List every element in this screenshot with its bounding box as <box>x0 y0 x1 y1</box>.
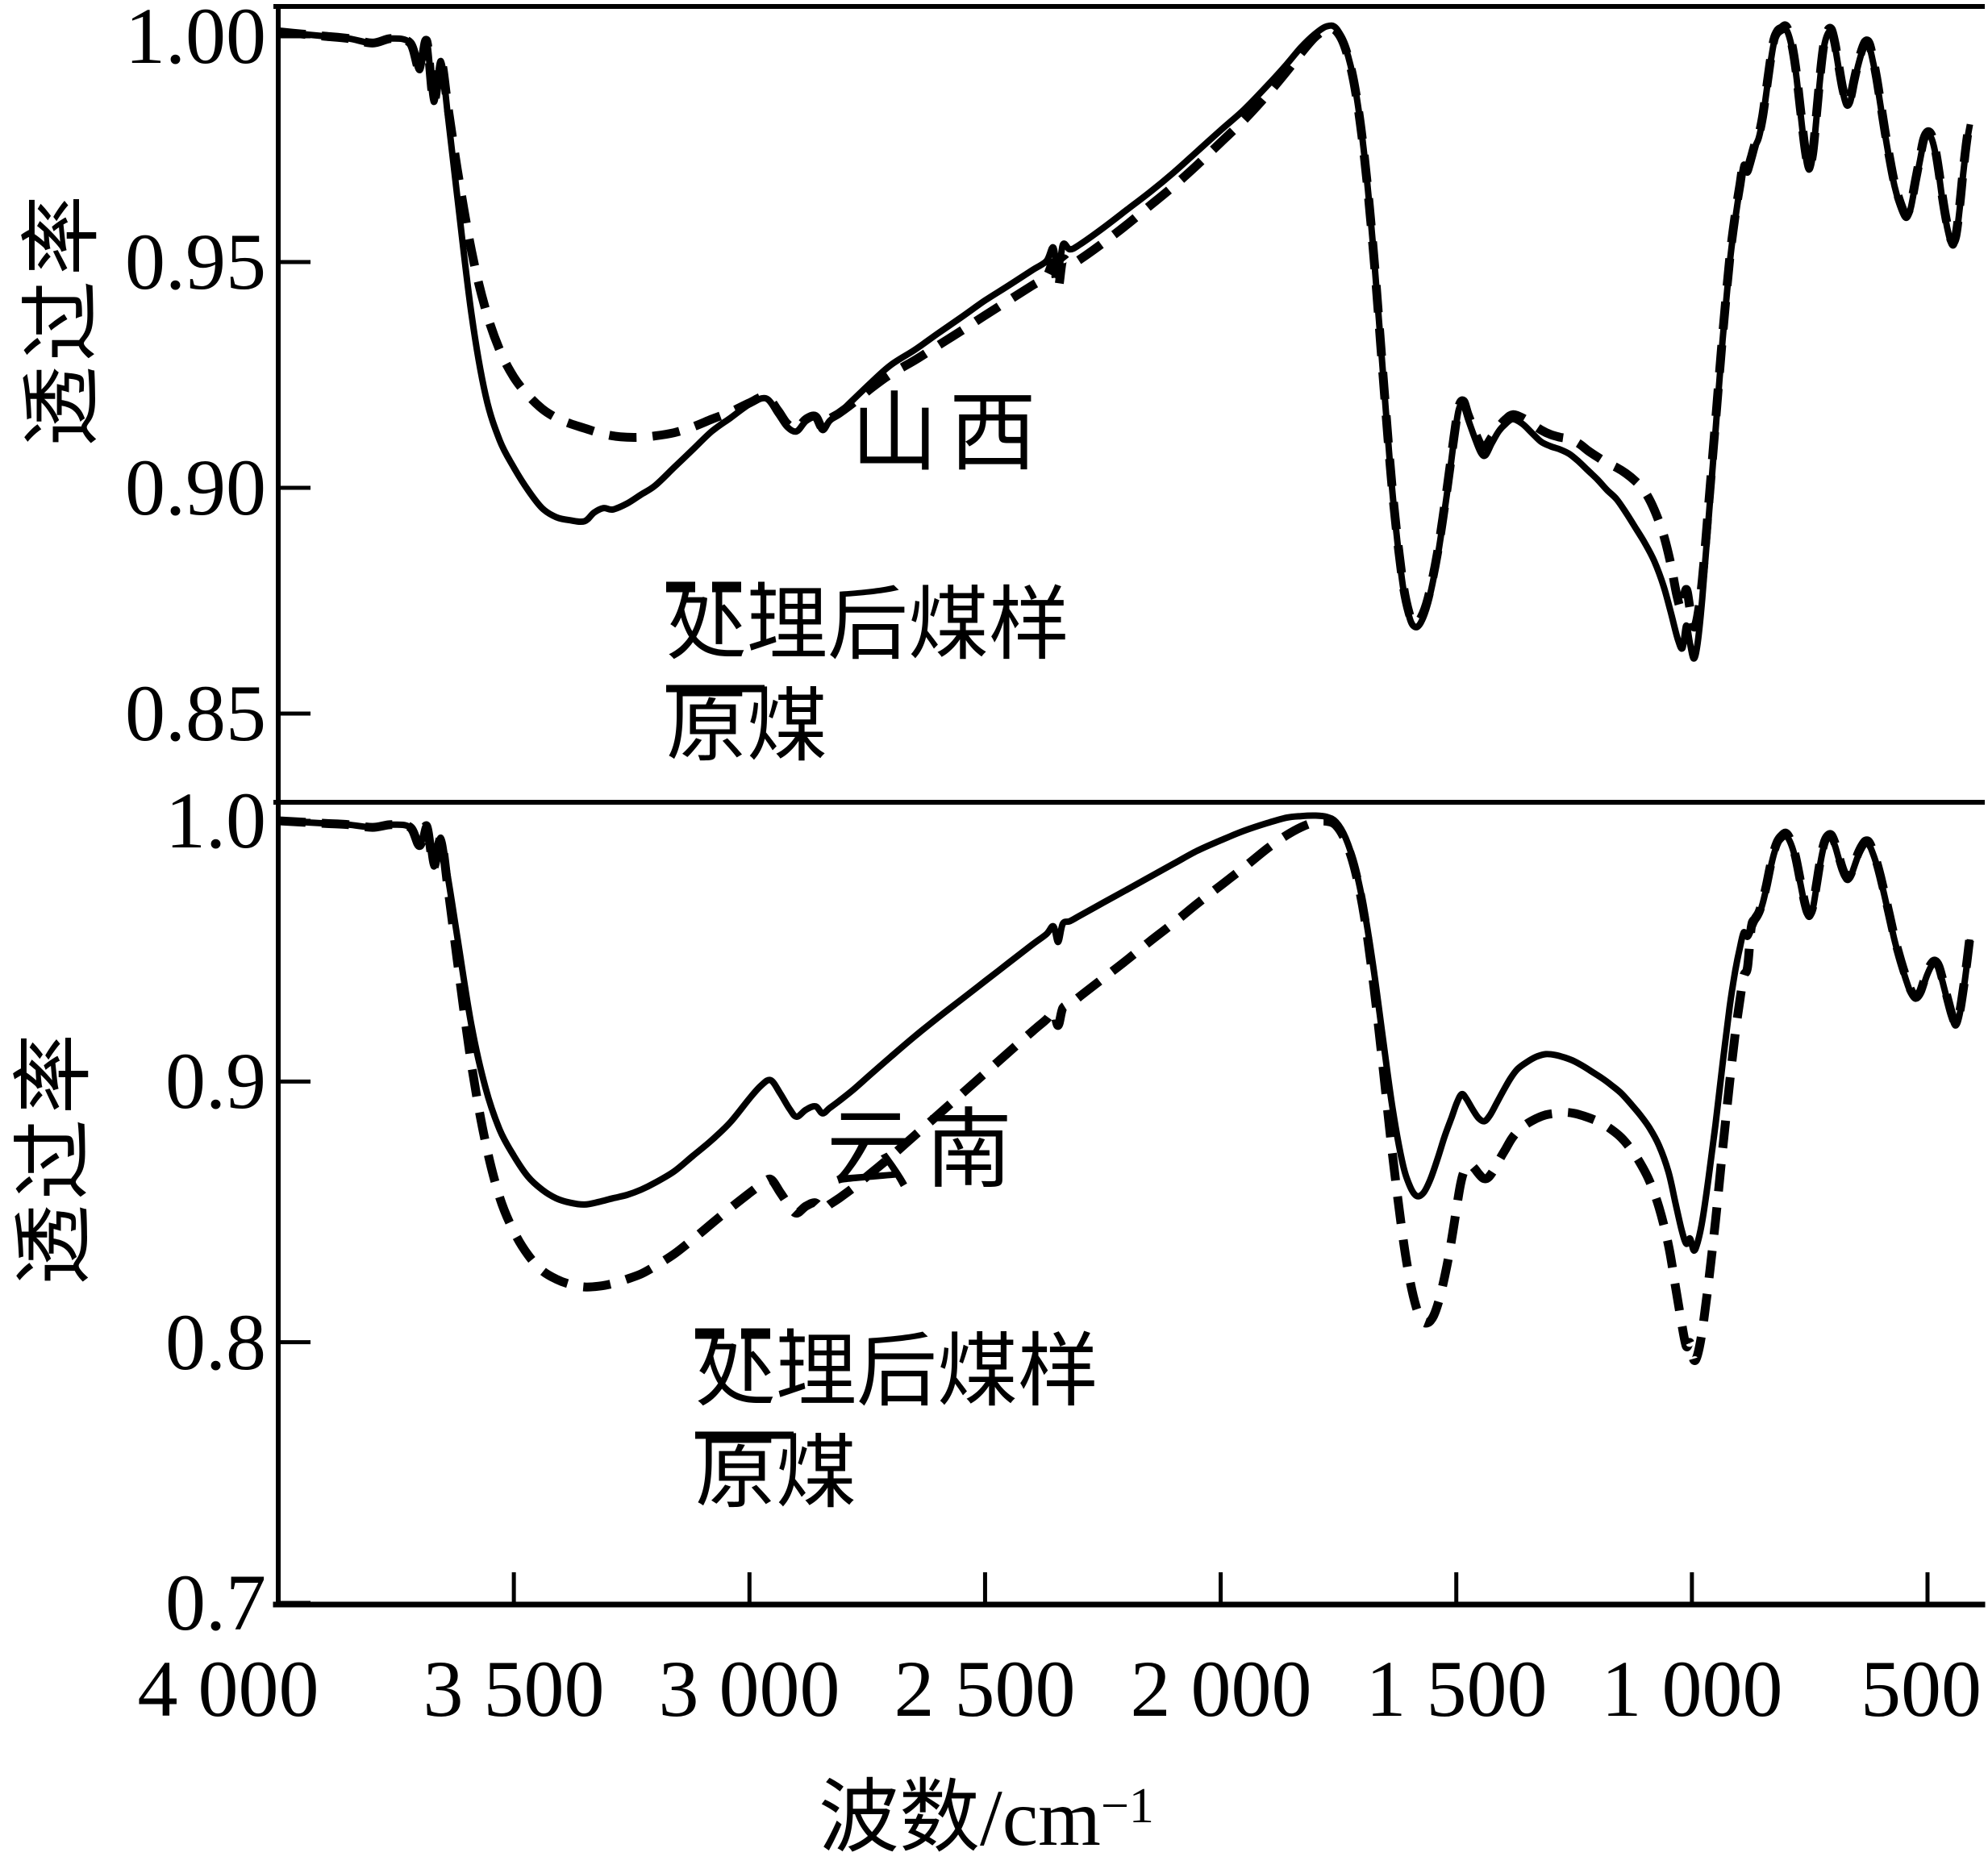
curves-bottom <box>278 812 1975 1366</box>
y-tick-label: 0.90 <box>125 443 266 532</box>
legend-item-raw-top: 原煤 <box>666 682 827 772</box>
legend-label-treated: 处理后煤样 <box>666 581 1069 670</box>
curve-top-treated <box>278 21 1975 632</box>
curves-top <box>278 21 1975 662</box>
legend-item-treated-top: 处理后煤样 <box>666 581 1069 671</box>
y-tick-label: 0.95 <box>125 217 266 306</box>
plot-frame <box>273 4 1986 1608</box>
legend-item-raw-bottom: 原煤 <box>695 1429 856 1519</box>
curve-bottom-treated <box>278 816 1975 1366</box>
y-tick-label: 1.00 <box>125 0 266 81</box>
x-tick-label: 4 000 <box>137 1644 319 1734</box>
y-tick-label: 0.9 <box>165 1036 266 1126</box>
curve-top-raw <box>278 22 1973 662</box>
panel-title-shanxi: 山西 <box>851 386 1048 482</box>
dashed-line-sample-icon <box>695 1328 794 1339</box>
panel-title-yunnan: 云南 <box>827 1103 1024 1199</box>
legend-label-treated: 处理后煤样 <box>695 1327 1098 1417</box>
legend-label-raw: 原煤 <box>666 682 827 772</box>
solid-line-sample-icon <box>666 685 765 693</box>
legend-item-treated-bottom: 处理后煤样 <box>695 1327 1098 1417</box>
x-tick-label: 2 500 <box>894 1644 1076 1734</box>
x-axis-title-base: 波数/cm <box>819 1773 1101 1863</box>
x-tick-label: 2 000 <box>1130 1644 1312 1734</box>
y-tick-label: 0.8 <box>165 1297 266 1387</box>
x-axis-title-exponent: −1 <box>1100 1779 1154 1834</box>
curve-bottom-raw <box>278 812 1973 1254</box>
y-tick-label: 1.0 <box>165 776 266 865</box>
y-tick-label: 0.85 <box>125 668 266 758</box>
dashed-line-sample-icon <box>666 581 765 593</box>
x-tick-label: 3 000 <box>658 1644 840 1734</box>
x-tick-label: 500 <box>1861 1644 1982 1734</box>
solid-line-sample-icon <box>695 1431 794 1439</box>
y-tick-label: 0.7 <box>165 1558 266 1647</box>
y-axis-title-top: 透过率 <box>18 190 107 447</box>
x-tick-label: 1 500 <box>1365 1644 1548 1734</box>
axis-ticks <box>278 34 1930 1605</box>
legend-label-raw: 原煤 <box>695 1429 856 1518</box>
x-axis-title: 波数/cm−1 <box>819 1762 1154 1863</box>
y-axis-title-bottom: 透过率 <box>10 1029 99 1285</box>
x-tick-label: 3 500 <box>423 1644 605 1734</box>
x-tick-label: 1 000 <box>1601 1644 1783 1734</box>
